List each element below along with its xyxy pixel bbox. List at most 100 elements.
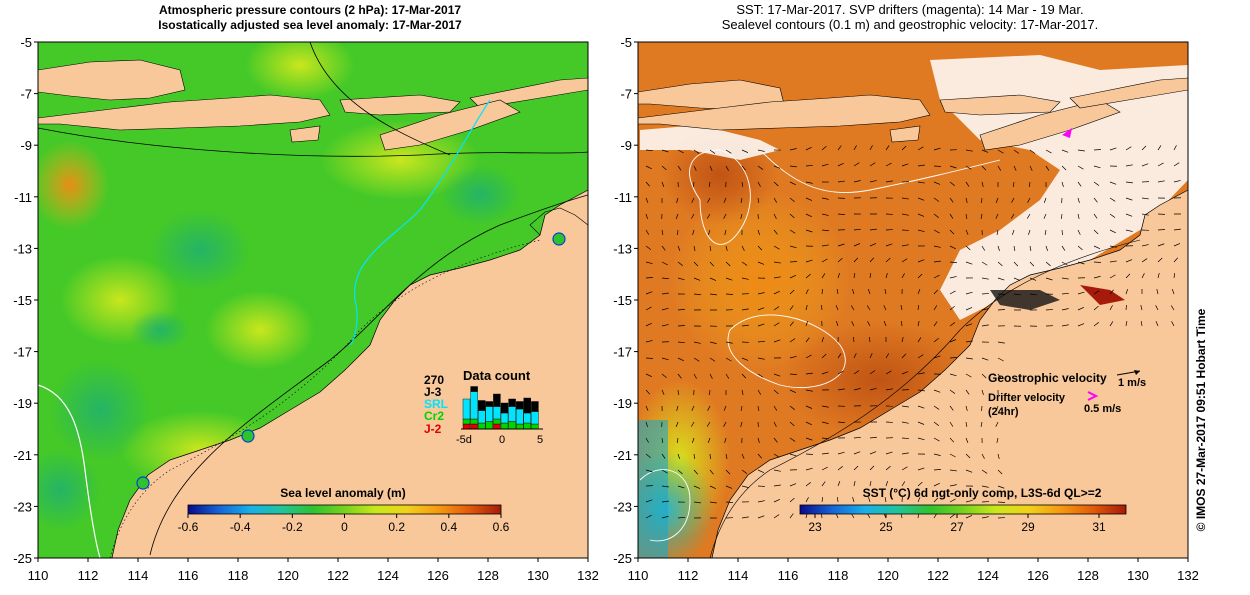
data-count-bar-srl [524, 413, 531, 423]
legend-series-j2: J-2 [424, 422, 442, 436]
colorbar-tick-label: 0.6 [493, 520, 510, 534]
data-count-bar-srl [501, 413, 508, 423]
data-count-bar-j2 [471, 424, 478, 429]
data-count-bar-cr2 [478, 423, 485, 429]
data-count-xtick: 5 [537, 434, 543, 446]
x-tick-label: 122 [927, 568, 949, 583]
data-count-bar-srl [493, 407, 500, 420]
tide-gauge-marker [137, 477, 149, 489]
drifter-velocity-subtitle: (24hr) [988, 406, 1019, 418]
anomaly-yellow-blob [245, 30, 355, 100]
colorbar-tick-label: -0.6 [178, 520, 199, 534]
data-count-bar-j3 [486, 402, 493, 407]
data-count-bar-srl [471, 392, 478, 420]
x-tick-label: 130 [527, 568, 549, 583]
colorbar-tick-label: 27 [950, 520, 964, 534]
x-tick-label: 116 [178, 568, 199, 583]
colorbar-tick-label: 0.4 [440, 520, 457, 534]
x-tick-label: 114 [128, 568, 149, 583]
x-tick-label: 126 [1027, 568, 1049, 583]
data-count-bar-cr2 [463, 419, 470, 424]
geostrophic-scale-value: 1 m/s [1118, 377, 1146, 389]
data-count-title: Data count [463, 368, 531, 383]
y-tick-label: -11 [14, 190, 32, 205]
sea-level-anomaly-map [20, 30, 588, 558]
data-count-bar-srl [531, 412, 538, 425]
y-tick-label: -19 [13, 396, 32, 411]
y-tick-label: -7 [20, 87, 32, 102]
y-tick-label: -19 [613, 396, 632, 411]
y-tick-label: -5 [620, 35, 632, 50]
x-tick-label: 110 [628, 568, 649, 583]
y-tick-label: -15 [613, 293, 632, 308]
data-count-bar-j3 [524, 398, 531, 413]
x-tick-label: 128 [1077, 568, 1099, 583]
right-colorbar-ramp [800, 505, 1126, 514]
data-count-bar-cr2 [493, 419, 500, 424]
data-count-bar-srl [509, 407, 516, 422]
anomaly-yellow-blob [205, 290, 315, 370]
y-tick-label: -23 [13, 499, 32, 514]
data-count-bar-j3 [478, 401, 485, 411]
x-tick-label: 118 [228, 568, 249, 583]
geostrophic-velocity-label: Geostrophic velocity [988, 371, 1107, 385]
imos-credit: © IMOS 27-Mar-2017 09:51 Hobart Time [1194, 308, 1208, 531]
x-tick-label: 114 [728, 568, 749, 583]
data-count-bar-srl [516, 409, 523, 424]
data-count-bar-j2 [463, 424, 470, 429]
anomaly-low-blob [150, 210, 250, 290]
x-tick-label: 118 [828, 568, 849, 583]
data-count-bar-cr2 [524, 423, 531, 429]
data-count-bar-srl [463, 399, 470, 419]
data-count-bar-cr2 [471, 419, 478, 424]
right-title-line2: Sealevel contours (0.1 m) and geostrophi… [722, 17, 1098, 32]
y-tick-label: -5 [20, 35, 32, 50]
left-colorbar-ramp [188, 505, 501, 514]
anomaly-low-blob [440, 165, 520, 225]
x-tick-label: 130 [1127, 568, 1149, 583]
data-count-bar-j3 [501, 403, 508, 413]
y-tick-label: -17 [613, 345, 632, 360]
y-tick-label: -17 [13, 345, 32, 360]
data-count-bar-j3 [516, 402, 523, 410]
data-count-bar-cr2 [531, 424, 538, 429]
y-tick-label: -7 [620, 87, 632, 102]
y-tick-label: -9 [620, 138, 632, 153]
y-tick-label: -21 [13, 448, 32, 463]
tide-gauge-marker [242, 430, 254, 442]
y-tick-label: -25 [13, 551, 32, 566]
tide-gauge-marker [553, 233, 565, 245]
data-count-bar-cr2 [501, 423, 508, 429]
left-title-line1: Atmospheric pressure contours (2 hPa): 1… [159, 3, 461, 17]
y-tick-label: -25 [613, 551, 632, 566]
x-tick-label: 120 [277, 568, 299, 583]
y-tick-label: -15 [13, 293, 32, 308]
colorbar-tick-label: 0 [341, 520, 348, 534]
x-tick-label: 128 [477, 568, 499, 583]
colorbar-tick-label: 0.2 [388, 520, 405, 534]
data-count-bar-srl [478, 411, 485, 424]
x-tick-label: 112 [78, 568, 99, 583]
x-tick-label: 132 [1177, 568, 1199, 583]
y-tick-label: -21 [613, 448, 632, 463]
data-count-bar-cr2 [509, 422, 516, 430]
data-count-bar-j3 [471, 387, 478, 392]
legend-series-cr2: Cr2 [424, 409, 444, 423]
x-tick-label: 116 [778, 568, 799, 583]
left-colorbar-label: Sea level anomaly (m) [280, 486, 405, 500]
x-tick-label: 112 [678, 568, 699, 583]
colorbar-tick-label: -0.4 [230, 520, 251, 534]
y-tick-label: -13 [13, 241, 32, 256]
colorbar-tick-label: 31 [1092, 520, 1106, 534]
colorbar-tick-label: 29 [1021, 520, 1035, 534]
x-tick-label: 126 [427, 568, 449, 583]
data-count-xtick: 0 [499, 434, 505, 446]
y-tick-label: -23 [613, 499, 632, 514]
data-count-xtick: -5d [456, 434, 472, 446]
left-title-line2: Isostatically adjusted sea level anomaly… [158, 18, 462, 32]
anomaly-high-blob [30, 140, 110, 230]
drifter-velocity-label: Drifter velocity [988, 392, 1066, 404]
data-count-bar-j2 [493, 424, 500, 429]
colorbar-tick-label: 23 [808, 520, 822, 534]
y-tick-label: -9 [20, 138, 32, 153]
